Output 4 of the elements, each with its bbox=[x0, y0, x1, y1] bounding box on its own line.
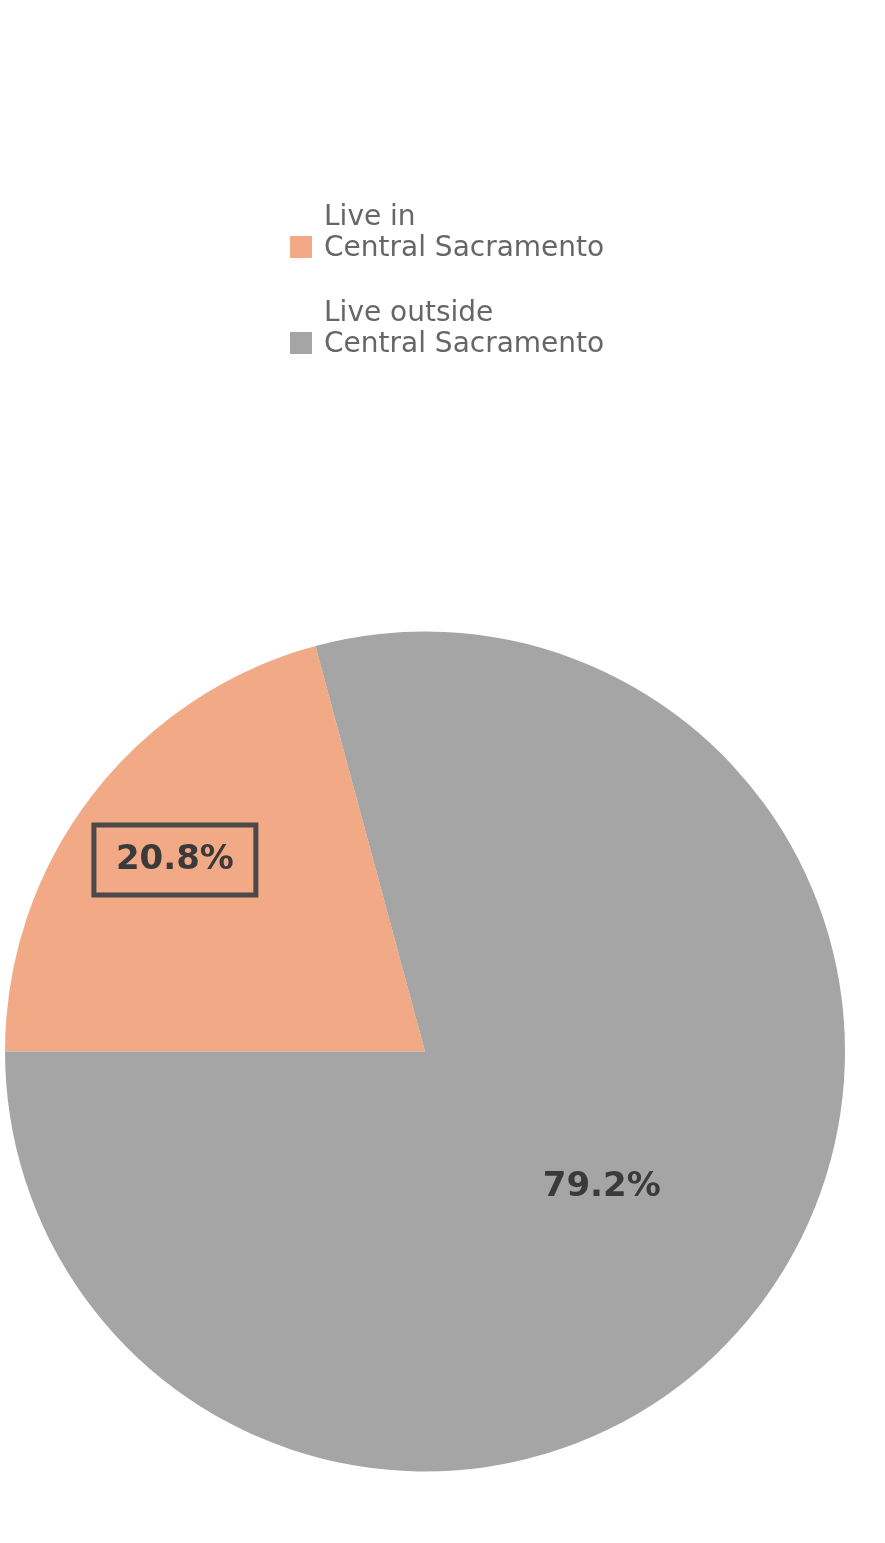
legend-label: Live in Central Sacramento bbox=[324, 199, 605, 263]
data-label: 20.8% bbox=[115, 836, 234, 877]
legend-label: Live outside Central Sacramento bbox=[324, 295, 605, 359]
data-label: 79.2% bbox=[542, 1163, 661, 1204]
